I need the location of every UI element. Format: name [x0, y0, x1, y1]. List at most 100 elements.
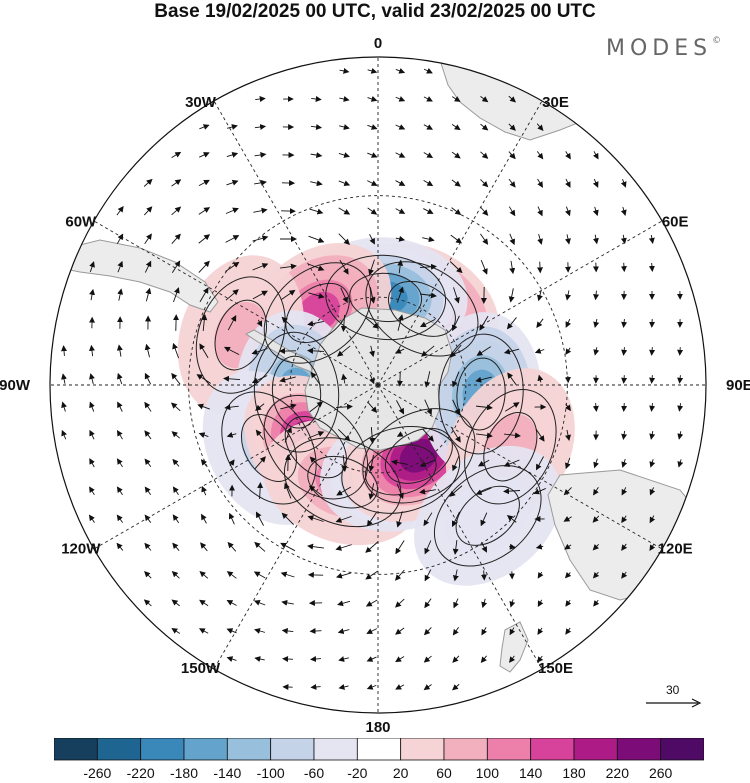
wind-arrow	[565, 429, 571, 441]
wind-arrow	[253, 179, 267, 186]
wind-arrow	[310, 683, 321, 690]
wind-arrow	[254, 456, 266, 470]
wind-arrow	[201, 513, 207, 524]
wind-arrow	[89, 261, 95, 273]
longitude-labels: 0 30E 60E 90E 120E 150E 180 150W 120W 90W 60W 30W	[0, 35, 750, 735]
wind-arrow	[369, 345, 375, 358]
wind-arrow	[481, 541, 487, 553]
anomaly-center-12	[414, 445, 562, 586]
wind-arrow	[397, 259, 404, 274]
wind-arrow	[480, 259, 488, 275]
wind-arrow	[395, 656, 405, 663]
longitude-label-0: 0	[374, 35, 382, 52]
colorbar	[54, 738, 704, 761]
wind-arrow	[116, 514, 124, 523]
wind-arrow	[200, 459, 207, 467]
colorbar-swatch-9	[443, 738, 488, 761]
wind-arrow	[565, 290, 572, 301]
wind-arrow	[255, 429, 264, 440]
wind-arrow	[223, 375, 241, 382]
colorbar-swatch-4	[226, 738, 272, 761]
wind-arrow	[451, 511, 460, 528]
wind-arrow	[453, 287, 460, 304]
wind-arrow	[224, 404, 239, 411]
wind-arrow	[564, 543, 572, 550]
wind-arrow	[171, 628, 181, 634]
wind-arrow	[341, 454, 348, 472]
wind-arrow	[368, 483, 375, 500]
wind-arrow	[223, 346, 240, 356]
wind-arrow	[337, 628, 350, 635]
wind-arrow	[480, 179, 489, 188]
new-zealand	[499, 621, 529, 673]
wind-arrow	[395, 235, 406, 242]
wind-arrow	[451, 124, 461, 131]
wind-arrow	[339, 96, 350, 102]
wind-arrow	[508, 206, 516, 217]
wind-arrow	[307, 347, 325, 354]
wind-arrow	[284, 482, 292, 499]
wind-arrow	[89, 288, 96, 301]
colorbar-swatch-5	[270, 738, 315, 761]
wind-arrow	[338, 180, 351, 187]
wind-arrow	[593, 347, 600, 356]
wind-arrow	[677, 375, 684, 384]
wind-arrow	[369, 234, 375, 245]
wind-arrow	[508, 123, 516, 131]
colorbar-swatch-14	[660, 738, 704, 761]
longitude-label-60W: 60W	[65, 214, 97, 231]
wind-arrow	[534, 347, 545, 354]
wind-arrow	[421, 345, 435, 357]
wind-arrow	[309, 628, 322, 635]
wind-arrow	[649, 487, 656, 496]
wind-arrow	[171, 372, 181, 385]
wind-arrow	[504, 432, 521, 439]
wind-arrow	[307, 543, 324, 550]
wind-arrow	[254, 628, 266, 634]
wind-arrow	[396, 511, 403, 528]
wind-arrow	[592, 178, 599, 188]
wind-arrow	[565, 318, 571, 328]
wind-arrow	[257, 482, 264, 500]
wind-arrow	[225, 235, 240, 243]
wind-arrow	[369, 374, 375, 385]
wind-arrow	[537, 655, 544, 663]
contour-line-6	[263, 394, 369, 500]
wind-arrow	[310, 152, 323, 159]
wind-arrow	[536, 123, 544, 132]
meridian-line	[93, 220, 379, 386]
wind-arrow	[452, 315, 460, 332]
wind-arrow	[367, 180, 378, 186]
wind-arrow	[228, 512, 235, 525]
wind-arrow	[395, 540, 405, 555]
wind-arrow	[365, 541, 379, 553]
wind-arrow	[451, 151, 461, 159]
wind-arrow	[422, 428, 434, 442]
wind-arrow	[423, 208, 434, 214]
wind-arrow	[480, 96, 489, 103]
meridian-line	[93, 384, 379, 550]
wind-arrow	[648, 234, 655, 244]
wind-arrow	[199, 124, 210, 130]
wind-arrow	[391, 459, 408, 466]
wind-arrow	[419, 263, 437, 270]
wind-arrow	[282, 656, 293, 662]
wind-arrow	[423, 124, 433, 130]
graticule	[50, 57, 706, 713]
wind-arrow	[424, 569, 432, 582]
wind-arrow	[480, 123, 489, 131]
wind-arrow	[451, 427, 461, 443]
wind-arrow	[254, 541, 266, 552]
wind-arrow	[475, 404, 493, 411]
wind-arrow	[365, 599, 378, 607]
wind-arrow	[311, 95, 322, 102]
wind-arrow	[452, 569, 459, 582]
wind-arrow	[507, 372, 517, 386]
south-america	[59, 239, 219, 313]
wind-arrow	[199, 287, 209, 303]
wind-arrow	[198, 207, 211, 215]
wind-arrow	[337, 345, 351, 357]
wind-arrow	[281, 627, 294, 634]
wind-arrow	[335, 515, 352, 523]
colorbar-swatch-12	[573, 738, 618, 761]
